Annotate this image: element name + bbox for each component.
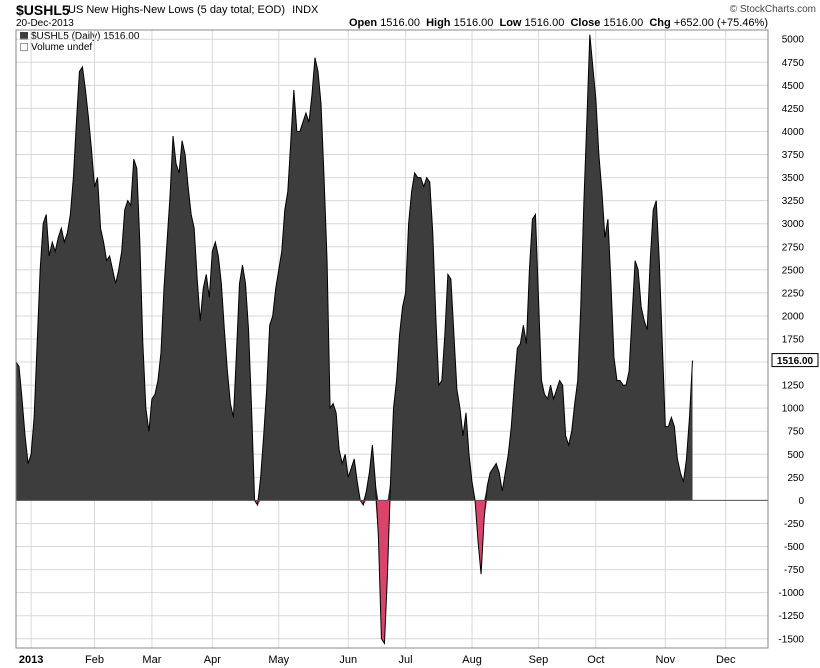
chart-description: US New Highs-New Lows (5 day total; EOD)… xyxy=(68,4,318,16)
x-tick-label: Jul xyxy=(399,654,413,666)
x-axis-ticks: 2013 Feb Mar Apr May Jun Jul Aug Sep Oct Nov Dec xyxy=(19,654,736,666)
y-axis-ticks: -1500 -1250 -1000 -750 -500 -250 0 250 500 750 100… xyxy=(778,35,804,646)
y-tick-label: 2000 xyxy=(782,311,805,322)
close-label: Close xyxy=(570,17,601,29)
chart-date: 20-Dec-2013 xyxy=(16,18,74,29)
open-value: 1516.00 xyxy=(380,17,420,29)
x-tick-label: Feb xyxy=(85,654,104,666)
y-tick-label: 500 xyxy=(787,450,804,461)
y-tick-label: 750 xyxy=(787,427,804,438)
x-tick-label: 2013 xyxy=(19,654,43,666)
y-tick-label: -250 xyxy=(784,519,804,530)
chart-symbol: $USHL5 xyxy=(16,2,70,18)
close-value: 1516.00 xyxy=(603,17,644,29)
chart-legend: $USHL5 (Daily) 1516.00 Volume undef xyxy=(20,31,139,53)
last-value-marker: 1516.00 xyxy=(771,353,819,368)
positive-area xyxy=(16,34,693,501)
open-label: Open xyxy=(349,17,378,29)
legend-volume: Volume undef xyxy=(20,42,139,53)
y-tick-label: 3250 xyxy=(782,196,805,207)
y-tick-label: -1250 xyxy=(778,611,804,622)
y-tick-label: 3000 xyxy=(782,219,805,230)
brand-watermark: © StockCharts.com xyxy=(729,4,816,15)
y-tick-label: 0 xyxy=(798,496,804,507)
negative-area xyxy=(16,500,693,644)
x-tick-label: Jun xyxy=(339,654,357,666)
high-label: High xyxy=(426,17,451,29)
y-tick-label: 4750 xyxy=(782,58,805,69)
x-tick-label: Apr xyxy=(204,654,221,666)
axes xyxy=(15,29,769,649)
series-swatch-icon xyxy=(20,32,28,40)
x-tick-label: Dec xyxy=(716,654,736,666)
legend-volume-label: Volume undef xyxy=(31,42,93,53)
y-tick-label: -750 xyxy=(784,565,804,576)
low-value: 1516.00 xyxy=(524,17,565,29)
y-tick-label: -1000 xyxy=(778,588,804,599)
y-tick-label: -1500 xyxy=(778,634,804,645)
y-tick-label: 1750 xyxy=(782,335,805,346)
plot-frame xyxy=(15,29,769,649)
x-tick-label: Nov xyxy=(656,654,676,666)
y-tick-label: 5000 xyxy=(782,35,805,46)
y-tick-label: 3750 xyxy=(782,150,805,161)
series-description: US New Highs-New Lows (5 day total; EOD) xyxy=(68,4,286,16)
x-tick-label: Oct xyxy=(587,654,604,666)
legend-series-label: $USHL5 (Daily) 1516.00 xyxy=(31,31,140,42)
y-tick-label: 2500 xyxy=(782,265,805,276)
chg-value: +652.00 (+75.46%) xyxy=(673,17,768,29)
y-tick-label: 250 xyxy=(787,473,804,484)
y-tick-label: 2250 xyxy=(782,288,805,299)
y-tick-label: 1000 xyxy=(782,404,805,415)
y-tick-label: -500 xyxy=(784,542,804,553)
x-tick-label: Mar xyxy=(142,654,161,666)
y-tick-label: 1250 xyxy=(782,381,805,392)
ohlc-readout: Open 1516.00 High 1516.00 Low 1516.00 Cl… xyxy=(349,17,768,29)
series-line xyxy=(15,34,693,645)
legend-series: $USHL5 (Daily) 1516.00 xyxy=(20,31,139,42)
y-tick-label: 4000 xyxy=(782,127,805,138)
area-series xyxy=(15,34,693,645)
y-tick-label: 3500 xyxy=(782,173,805,184)
y-tick-label: 4500 xyxy=(782,81,805,92)
y-tick-label: 4250 xyxy=(782,104,805,115)
high-value: 1516.00 xyxy=(453,17,494,29)
y-tick-label: 2750 xyxy=(782,242,805,253)
volume-swatch-icon xyxy=(20,43,28,51)
x-tick-label: May xyxy=(268,654,289,666)
chg-label: Chg xyxy=(649,17,671,29)
low-label: Low xyxy=(499,17,522,29)
x-tick-label: Aug xyxy=(462,654,482,666)
last-value-label: 1516.00 xyxy=(777,356,814,367)
last-value-box xyxy=(771,353,819,368)
exchange-label: INDX xyxy=(292,4,319,16)
x-tick-label: Sep xyxy=(529,654,549,666)
